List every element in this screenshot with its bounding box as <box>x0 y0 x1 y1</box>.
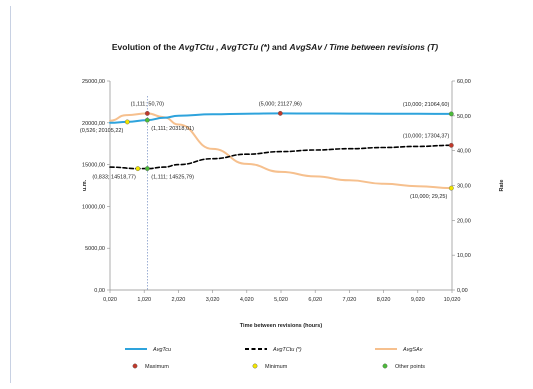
marker-minimum <box>448 185 454 191</box>
data-label: (1,111; 20318,01) <box>151 126 194 132</box>
y-axis-left-label: u.m. <box>82 179 88 191</box>
marker-minimum <box>124 119 130 125</box>
legend-marker-swatch <box>252 363 258 369</box>
x-tick-label: 10,020 <box>444 297 461 303</box>
legend-marker-swatch <box>132 363 138 369</box>
y-left-tick-label: 25000,00 <box>82 79 105 85</box>
x-tick-label: 2,020 <box>172 297 186 303</box>
y-right-tick-label: 60,00 <box>457 79 471 85</box>
y-right-tick-label: 30,00 <box>457 184 471 190</box>
marker-minimum <box>135 166 141 172</box>
y-left-tick-label: 0,00 <box>94 288 105 294</box>
marker-maximum <box>277 110 283 116</box>
data-label: (0,526; 20105,22) <box>80 128 124 134</box>
marker-other <box>144 117 150 123</box>
y-right-tick-label: 20,00 <box>457 218 471 224</box>
y-left-tick-label: 5000,00 <box>85 246 105 252</box>
data-label: (10,000; 21064,60) <box>403 102 450 108</box>
left-divider <box>10 6 11 383</box>
x-tick-label: 0,020 <box>103 297 117 303</box>
legend-marker-swatch <box>382 363 388 369</box>
y-right-tick-label: 10,00 <box>457 253 471 259</box>
legend-label: Maximum <box>145 364 169 370</box>
data-label: (10,000; 29,25) <box>410 194 447 200</box>
x-tick-label: 7,020 <box>343 297 357 303</box>
marker-other <box>448 111 454 117</box>
legend-label: AvgTCtu (*) <box>272 347 302 353</box>
chart-title-part: Evolution of the <box>111 42 179 52</box>
series-line <box>109 144 453 170</box>
y-right-tick-label: 0,00 <box>457 288 468 294</box>
data-label: (5,000; 21127,96) <box>259 101 302 107</box>
x-tick-label: 8,020 <box>377 297 391 303</box>
y-right-tick-label: 40,00 <box>457 149 471 155</box>
chart-title-part: AvgSAv / Time between revisions (T) <box>289 42 439 52</box>
chart-title-part: and <box>269 42 290 52</box>
legend-label: Other points <box>395 364 425 370</box>
y-left-tick-label: 15000,00 <box>82 163 105 169</box>
data-label: (10,000; 17304,37) <box>403 133 450 139</box>
marker-other <box>144 166 150 171</box>
x-tick-label: 6,020 <box>308 297 322 303</box>
y-left-tick-label: 10000,00 <box>82 204 105 210</box>
chart-title-part: AvgTCtu , AvgTCTu (*) <box>178 42 270 52</box>
marker-maximum <box>448 142 454 148</box>
data-label: (1,111; 50,70) <box>131 101 165 107</box>
y-left-tick-label: 20000,00 <box>82 121 105 127</box>
chart-title: Evolution of the AvgTCtu , AvgTCTu (*) a… <box>40 42 510 52</box>
x-tick-label: 4,020 <box>240 297 254 303</box>
y-axis-right-label: Rate <box>499 180 505 192</box>
legend-label: AvgTcu <box>152 347 171 353</box>
x-axis-label: Time between revisions (hours) <box>240 323 323 329</box>
data-label: (1,111; 14525,79) <box>151 175 194 181</box>
data-label: (0,833; 14518,77) <box>92 175 136 181</box>
y-right-tick-label: 50,00 <box>457 114 471 120</box>
legend-label: AvgSAv <box>402 347 424 353</box>
x-tick-label: 1,020 <box>137 297 151 303</box>
legend-label: Minimum <box>265 364 288 370</box>
x-tick-label: 5,020 <box>274 297 288 303</box>
x-tick-label: 9,020 <box>411 297 425 303</box>
x-tick-label: 3,020 <box>206 297 220 303</box>
marker-maximum <box>144 110 150 116</box>
